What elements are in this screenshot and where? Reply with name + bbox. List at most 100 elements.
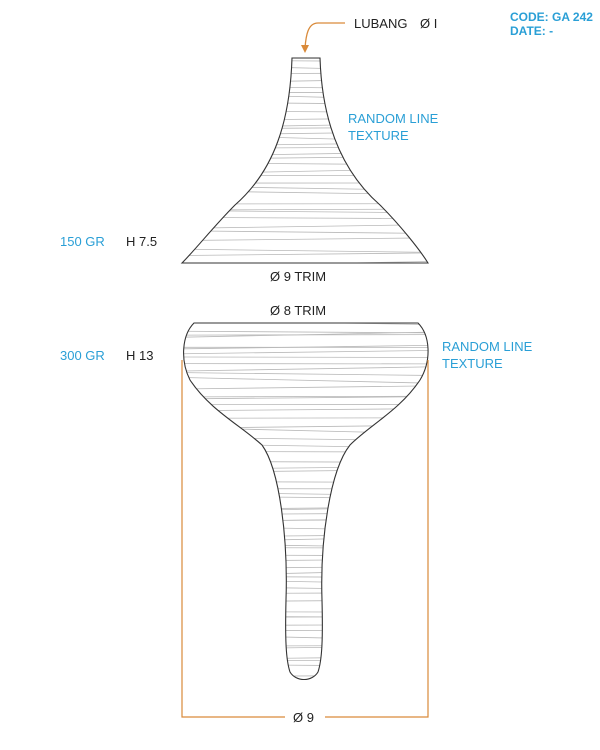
- texture-line: [182, 210, 428, 214]
- texture-line: [183, 536, 429, 543]
- hole-pointer-arrow: [304, 22, 345, 49]
- texture-line: [183, 656, 429, 660]
- top-base-label: Ø 9 TRIM: [270, 269, 326, 284]
- hole-diameter: Ø I: [420, 16, 437, 31]
- texture-line: [183, 395, 429, 398]
- texture-line: [183, 519, 429, 522]
- texture-line: [182, 155, 428, 160]
- top-texture-label-2: TEXTURE: [348, 128, 409, 143]
- top-weight: 150 GR: [60, 234, 105, 249]
- texture-line: [183, 554, 429, 557]
- texture-line: [183, 437, 429, 442]
- texture-line: [183, 372, 429, 376]
- top-height: H 7.5: [126, 234, 157, 249]
- texture-line: [183, 417, 429, 419]
- texture-line: [182, 142, 428, 147]
- texture-line: [183, 575, 429, 578]
- texture-line: [178, 680, 435, 682]
- texture-line: [182, 168, 428, 175]
- texture-line: [183, 427, 429, 435]
- texture-line: [183, 396, 429, 400]
- bottom-weight: 300 GR: [60, 348, 105, 363]
- texture-line: [183, 585, 429, 591]
- texture-line: [183, 645, 429, 647]
- bottom-texture-label-2: TEXTURE: [442, 356, 503, 371]
- texture-line: [183, 547, 429, 549]
- texture-line: [182, 190, 428, 196]
- top-texture-label-1: RANDOM LINE: [348, 111, 439, 126]
- top-piece-outline: [180, 57, 429, 264]
- bottom-height: H 13: [126, 348, 153, 363]
- texture-line: [183, 534, 429, 538]
- texture-line: [183, 558, 429, 562]
- texture-line: [182, 78, 428, 84]
- texture-line: [182, 91, 428, 94]
- texture-line: [183, 469, 429, 473]
- texture-line: [182, 261, 428, 263]
- texture-line: [183, 674, 429, 678]
- texture-line: [182, 64, 428, 72]
- texture-line: [182, 230, 428, 234]
- texture-line: [183, 491, 429, 497]
- texture-line: [182, 151, 428, 157]
- texture-line: [182, 85, 428, 90]
- texture-line: [182, 208, 428, 211]
- texture-line: [183, 450, 429, 453]
- texture-line: [183, 659, 429, 662]
- texture-line: [183, 578, 429, 585]
- texture-line: [182, 237, 428, 241]
- texture-line: [183, 334, 429, 336]
- texture-line: [182, 59, 428, 63]
- texture-line: [182, 162, 428, 166]
- texture-line: [183, 344, 429, 350]
- texture-line: [182, 92, 428, 101]
- date-text: DATE: -: [510, 24, 553, 38]
- texture-line: [183, 543, 429, 548]
- texture-line: [183, 385, 429, 390]
- texture-line: [182, 252, 428, 256]
- texture-line: [183, 366, 429, 372]
- bottom-top-label: Ø 8 TRIM: [270, 303, 326, 318]
- hole-pointer-arrowhead: [301, 45, 309, 53]
- texture-line: [182, 224, 428, 229]
- texture-line: [183, 634, 429, 641]
- texture-line: [182, 72, 428, 75]
- texture-line: [183, 495, 429, 500]
- bottom-piece-outline: [183, 322, 429, 681]
- texture-line: [183, 565, 429, 569]
- texture-line: [183, 377, 429, 384]
- texture-line: [182, 216, 428, 220]
- bottom-piece-texture: [178, 323, 435, 684]
- texture-line: [183, 615, 429, 618]
- texture-line: [183, 350, 429, 355]
- hole-label: LUBANG: [354, 16, 407, 31]
- texture-line: [183, 481, 429, 483]
- texture-line: [183, 466, 429, 470]
- texture-line: [183, 624, 429, 626]
- texture-line: [183, 443, 429, 449]
- texture-line: [183, 592, 429, 594]
- texture-line: [182, 248, 428, 253]
- texture-line: [183, 569, 429, 577]
- texture-line: [182, 174, 428, 177]
- texture-line: [183, 629, 429, 632]
- texture-line: [183, 645, 429, 650]
- texture-line: [178, 682, 435, 684]
- bottom-texture-label-1: RANDOM LINE: [442, 339, 533, 354]
- texture-line: [183, 611, 429, 613]
- texture-line: [182, 146, 428, 149]
- texture-line: [183, 512, 429, 516]
- texture-line: [183, 408, 429, 412]
- texture-line: [183, 424, 429, 429]
- texture-line: [183, 663, 429, 667]
- texture-line: [183, 356, 429, 358]
- texture-line: [182, 101, 428, 105]
- texture-line: [183, 323, 429, 326]
- top-piece-texture: [182, 58, 428, 263]
- bottom-base-label: Ø 9: [293, 710, 314, 725]
- code-text: CODE: GA 242: [510, 10, 593, 24]
- texture-line: [183, 460, 429, 463]
- texture-line: [183, 599, 429, 603]
- texture-line: [183, 526, 429, 531]
